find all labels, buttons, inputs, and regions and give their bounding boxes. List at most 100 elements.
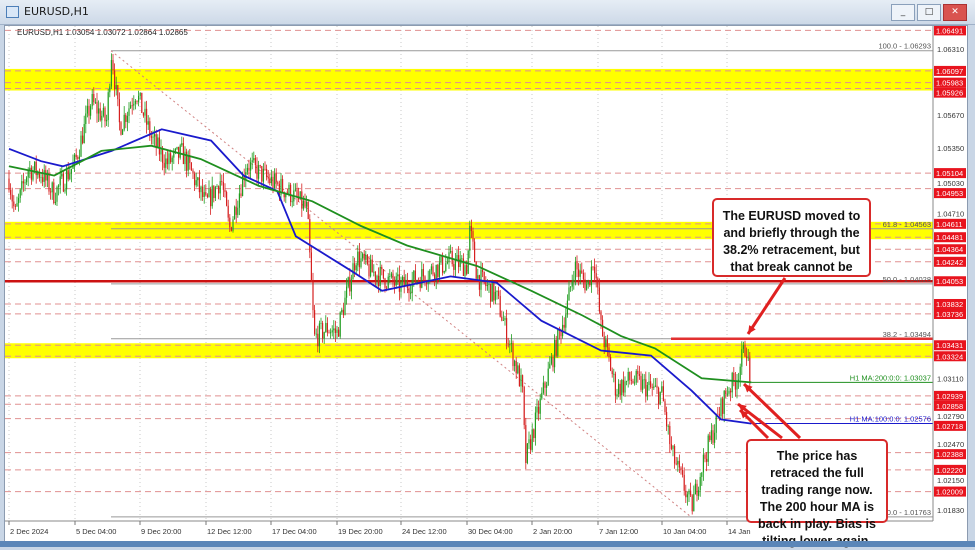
candle-body <box>454 259 456 270</box>
ma100-line-label: H1 MA:100:0:0: 1.02576 <box>850 415 931 424</box>
fib-level-label: 38.2 - 1.03494 <box>883 330 931 339</box>
candle-body <box>578 269 580 277</box>
level-price-label: 1.02939 <box>936 392 963 401</box>
level-price-label: 1.02858 <box>936 402 963 411</box>
candle-body <box>136 100 138 102</box>
candle-body <box>677 460 679 465</box>
level-price-tag <box>934 486 966 497</box>
candle-body <box>520 375 522 387</box>
candle-body <box>555 339 557 356</box>
candle-body <box>650 381 652 387</box>
candle-body <box>10 189 12 195</box>
candle-body <box>226 192 228 206</box>
candle-body <box>403 276 405 287</box>
chart-window-icon <box>6 6 19 18</box>
candle-body <box>645 379 647 397</box>
candle-body <box>206 194 208 198</box>
candle-body <box>114 70 116 90</box>
candle-body <box>211 185 213 207</box>
candle-body <box>77 157 79 159</box>
candle-body <box>661 386 663 392</box>
candle-body <box>38 171 40 178</box>
chart-area[interactable]: EURUSD,H1 1.03054 1.03072 1.02864 1.0286… <box>4 25 968 542</box>
candle-body <box>630 380 632 381</box>
candle-body <box>179 145 181 158</box>
candle-body <box>366 254 368 264</box>
level-price-label: 1.05983 <box>936 79 963 88</box>
candle-body <box>291 201 293 203</box>
candle-body <box>530 439 532 450</box>
candle-body <box>133 103 135 106</box>
level-price-tag <box>934 420 966 431</box>
candle-body <box>107 92 109 120</box>
level-price-tag <box>934 87 966 98</box>
candle-body <box>523 386 525 426</box>
candle-body <box>168 153 170 165</box>
candle-body <box>709 435 711 441</box>
candle-body <box>40 177 42 179</box>
candle-body <box>606 339 608 348</box>
candle-body <box>541 392 543 399</box>
candle-body <box>234 206 236 220</box>
candle-body <box>277 182 279 184</box>
minimize-button[interactable]: _ <box>891 4 915 21</box>
candle-body <box>387 276 389 288</box>
annotation-38-retracement: The EURUSD moved to and briefly through … <box>712 198 871 277</box>
candle-body <box>658 387 660 404</box>
candle-body <box>323 332 325 339</box>
candle-body <box>717 413 719 415</box>
candle-body <box>56 186 58 202</box>
candle-body <box>309 219 311 253</box>
level-price-label: 1.03324 <box>936 352 963 361</box>
level-price-tag <box>934 464 966 475</box>
candle-body <box>118 99 120 123</box>
candle-body <box>253 158 255 161</box>
candle-body <box>526 443 528 463</box>
candle-body <box>749 357 751 382</box>
candle-body <box>419 280 421 288</box>
candle-body <box>275 173 277 183</box>
candle-body <box>222 181 224 190</box>
candle-body <box>498 290 500 296</box>
candle-body <box>326 322 328 333</box>
candle-body <box>363 253 365 260</box>
level-price-tag <box>934 244 966 255</box>
close-button[interactable]: ✕ <box>943 4 967 21</box>
candle-body <box>517 365 519 374</box>
candle-body <box>106 119 108 122</box>
candle-body <box>675 463 677 465</box>
level-price-label: 1.03431 <box>936 341 963 350</box>
candle-body <box>576 261 578 270</box>
level-price-tag <box>934 308 966 319</box>
x-tick-label: 7 Jan 12:00 <box>599 527 638 536</box>
candle-body <box>259 165 261 167</box>
candle-body <box>126 115 128 122</box>
candle-body <box>496 290 498 292</box>
candle-body <box>227 205 229 218</box>
candle-body <box>746 356 748 358</box>
candle-body <box>573 279 575 282</box>
candle-body <box>659 391 661 404</box>
candle-body <box>214 187 216 199</box>
status-bar <box>0 541 975 547</box>
candle-body <box>229 217 231 228</box>
candle-body <box>365 254 367 260</box>
candle-body <box>123 114 125 130</box>
candle-body <box>21 181 23 190</box>
candle-body <box>330 332 332 334</box>
candle-body <box>424 276 426 283</box>
candle-body <box>544 382 546 388</box>
candle-body <box>85 113 87 125</box>
maximize-button[interactable]: □ <box>917 4 941 21</box>
candle-body <box>392 273 394 282</box>
candle-body <box>411 279 413 293</box>
candle-body <box>488 283 490 286</box>
candle-body <box>418 280 420 282</box>
candle-body <box>474 241 476 263</box>
candle-body <box>198 177 200 193</box>
candle-body <box>450 251 452 253</box>
price-chart: EURUSD,H1 1.03054 1.03072 1.02864 1.0286… <box>5 26 966 536</box>
candle-body <box>605 339 607 348</box>
candle-body <box>155 134 157 147</box>
annotation-full-retrace: The price has retraced the full trading … <box>746 439 888 548</box>
